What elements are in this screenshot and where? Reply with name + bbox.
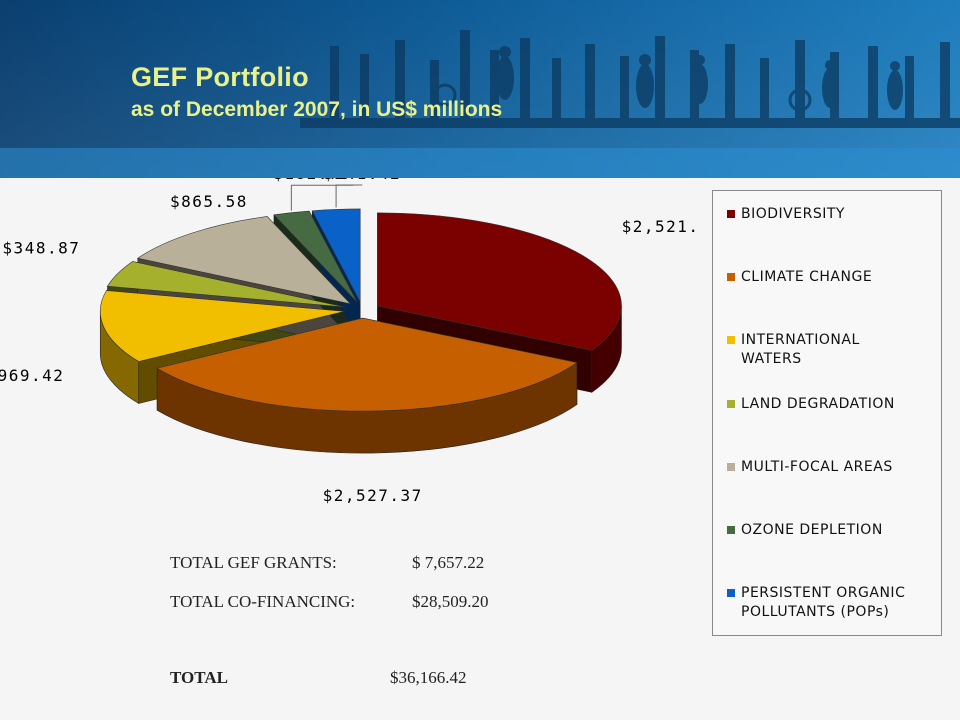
total-gef-grants-label: TOTAL GEF GRANTS: bbox=[170, 553, 337, 572]
legend-label: CLIMATE CHANGE bbox=[741, 269, 873, 285]
bridge-silhouette bbox=[300, 30, 960, 128]
header-background bbox=[0, 0, 960, 178]
legend-swatch bbox=[727, 589, 735, 597]
legend-swatch bbox=[727, 273, 735, 281]
pie-leader-lines bbox=[290, 184, 363, 211]
legend-item-climate-change: CLIMATE CHANGE bbox=[727, 268, 872, 287]
legend-swatch bbox=[727, 400, 735, 408]
pie-slice-persistent-organic-pollutants-pops bbox=[311, 208, 361, 303]
pie-slice-international-waters bbox=[99, 290, 345, 362]
legend-label: OZONE DEPLETION bbox=[741, 522, 883, 538]
legend-item-biodiversity: BIODIVERSITY bbox=[727, 205, 845, 224]
legend-label: INTERNATIONAL WATERS bbox=[741, 332, 860, 367]
legend-swatch bbox=[727, 463, 735, 471]
legend-swatch bbox=[727, 210, 735, 218]
legend-item-pops: PERSISTENT ORGANIC POLLUTANTS (POPs) bbox=[727, 584, 932, 622]
leader-line-ozone-depletion bbox=[290, 184, 354, 211]
data-label-land-degradation: $348.87 bbox=[2, 239, 80, 258]
pie-slice-climate-change bbox=[156, 317, 578, 412]
total-gef-grants-value: $ 7,657.22 bbox=[412, 553, 485, 572]
pie-slice-land-degradation bbox=[106, 261, 346, 308]
legend-label: LAND DEGRADATION bbox=[741, 396, 895, 412]
header-banner: GEF Portfolio as of December 2007, in US… bbox=[0, 0, 960, 178]
legend-label: PERSISTENT ORGANIC POLLUTANTS (POPs) bbox=[741, 585, 906, 620]
data-label-multi-focal-areas: $865.58 bbox=[170, 192, 248, 211]
leader-line-persistent-organic-pollutants-pops bbox=[335, 184, 363, 208]
pie-chart: $2,521.83 $2,527.37 $969.42 $348.87 $865.58 $… bbox=[0, 178, 700, 505]
legend-item-international-waters: INTERNATIONAL WATERS bbox=[727, 331, 917, 369]
pie-slice-ozone-depletion bbox=[273, 210, 358, 303]
legend-swatch bbox=[727, 336, 735, 344]
total-cofinancing-label: TOTAL CO-FINANCING: bbox=[170, 592, 356, 611]
page-subtitle: as of December 2007, in US$ millions bbox=[131, 98, 503, 121]
data-label-ozone-depletion: $182.73 bbox=[273, 178, 351, 183]
legend-item-multi-focal-areas: MULTI-FOCAL AREAS bbox=[727, 458, 893, 477]
legend-item-ozone-depletion: OZONE DEPLETION bbox=[727, 521, 883, 540]
legend-swatch bbox=[727, 526, 735, 534]
data-label-biodiversity: $2,521.83 bbox=[622, 217, 700, 236]
pie-slice-multi-focal-areas bbox=[136, 216, 352, 305]
pie-data-labels: $2,521.83 $2,527.37 $969.42 $348.87 $865.58 $… bbox=[0, 178, 700, 505]
data-label-international-waters: $969.42 bbox=[0, 366, 64, 385]
page-title: GEF Portfolio bbox=[131, 62, 309, 92]
data-label-persistent-organic-pollutants-pops: $241.42 bbox=[323, 178, 401, 183]
grand-total-value: $36,166.42 bbox=[390, 668, 467, 687]
total-cofinancing-value: $28,509.20 bbox=[412, 592, 489, 611]
pie-tops bbox=[99, 208, 622, 412]
chart-legend: BIODIVERSITY CLIMATE CHANGE INTERNATIONA… bbox=[712, 190, 942, 636]
legend-item-land-degradation: LAND DEGRADATION bbox=[727, 395, 895, 414]
legend-label: BIODIVERSITY bbox=[741, 206, 845, 222]
grand-total-label: TOTAL bbox=[170, 668, 228, 687]
legend-label: MULTI-FOCAL AREAS bbox=[741, 459, 893, 475]
data-label-climate-change: $2,527.37 bbox=[323, 486, 423, 505]
pie-slice-biodiversity bbox=[377, 212, 622, 351]
